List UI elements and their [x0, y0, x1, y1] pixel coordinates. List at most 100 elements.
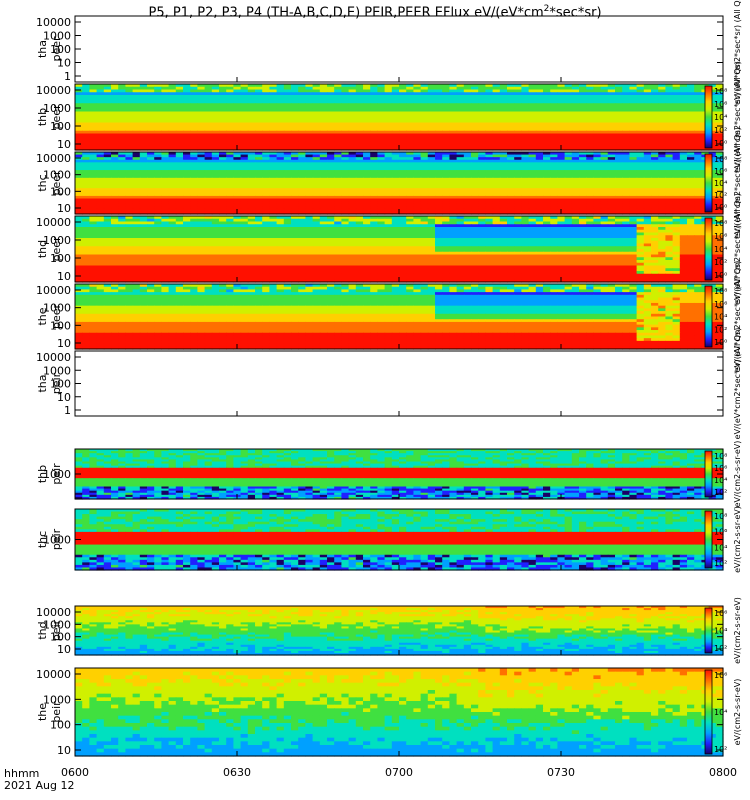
colorbar-tick-label: 10⁰ [714, 203, 727, 212]
colorbar-tick-label: 10⁸ [714, 287, 727, 296]
panel-label-quantity: peer [50, 36, 63, 62]
chart-title: P5, P1, P2, P3, P4 (TH-A,B,C,D,E) PEIR,P… [0, 0, 750, 22]
panel-label-probe: thd [36, 621, 49, 639]
y-tick-label: 1000 [43, 364, 71, 377]
colorbar-tick-label: 10⁶ [714, 671, 727, 680]
y-tick-label: 10 [57, 57, 71, 70]
panel-label-quantity: peer [50, 236, 63, 262]
panel-label-quantity: peir [50, 701, 63, 723]
colorbar [704, 153, 713, 213]
panel-label-quantity: peir [50, 372, 63, 394]
colorbar-tick-label: 10² [714, 325, 727, 334]
y-tick-label: 100 [50, 252, 71, 265]
panel-frame [74, 350, 724, 417]
colorbar [704, 669, 713, 755]
colorbar-tick-label: 10⁸ [714, 155, 727, 164]
y-tick-label: 10000 [36, 668, 71, 681]
colorbar-tick-label: 10⁶ [714, 300, 727, 309]
panel-label-quantity: peir [50, 463, 63, 485]
y-tick-label: 10000 [36, 152, 71, 165]
colorbar-label: eV/(eV*cm2*sec*sr) (All Qs) [733, 61, 742, 173]
colorbar-tick-label: 10² [714, 191, 727, 200]
chart-title-main: P5, P1, P2, P3, P4 (TH-A,B,C,D,E) PEIR,P… [148, 5, 544, 21]
y-tick-label: 10 [57, 391, 71, 404]
colorbar-label: eV/(cm2-s-sr-eV) [733, 597, 742, 664]
panel-the-peer: 10000 1000 100 10 the peer 10⁸ 10⁶ 10⁴ 10² 10⁰ eV/(… [36, 261, 742, 373]
colorbar-tick-label: 10⁴ [714, 543, 727, 552]
panel-label-probe: thc [36, 531, 49, 548]
y-tick-label: 1000 [43, 234, 71, 247]
y-tick-label: 100 [50, 319, 71, 332]
panel-label-probe: thb [36, 465, 49, 483]
colorbar-label: eV/(cm2-s-sr-eV) [733, 506, 742, 573]
colorbar [704, 217, 713, 281]
y-tick-label: 100 [50, 719, 71, 732]
y-tick-label: 10 [57, 202, 71, 215]
y-tick-label: 1000 [43, 169, 71, 182]
panel-label-quantity: peer [50, 170, 63, 196]
y-tick-label: 10000 [36, 84, 71, 97]
colorbar-tick-label: 10⁸ [714, 87, 727, 96]
colorbar-tick-label: 10⁶ [714, 609, 727, 618]
chart-title-superscript: 2 [543, 4, 550, 14]
panel-label-probe: the [36, 703, 49, 721]
colorbar-tick-label: 10² [714, 258, 727, 267]
panel-label-quantity: peir [50, 528, 63, 550]
y-tick-label: 1000 [43, 102, 71, 115]
panel-label-probe: thd [36, 240, 49, 258]
colorbar-tick-label: 10² [714, 745, 727, 754]
y-tick-label: 100 [50, 43, 71, 56]
colorbar-label: eV/(eV*cm2*sec*sr) (All Qs) [733, 193, 742, 305]
panel-label-probe: tha [36, 40, 49, 58]
colorbar-tick-label: 10⁴ [714, 113, 727, 122]
y-tick-label: 10000 [36, 16, 71, 29]
chart-title-tail: *sec*sr) [549, 5, 602, 21]
panel-frame [74, 15, 724, 83]
colorbar-tick-label: 10⁸ [714, 452, 727, 461]
y-tick-label: 1000 [43, 30, 71, 43]
y-tick-label: 1000 [43, 618, 71, 631]
y-tick-label: 10 [57, 270, 71, 283]
y-tick-label: 10000 [36, 284, 71, 297]
panel-label-quantity: peir [50, 619, 63, 641]
colorbar-tick-label: 10² [714, 644, 727, 653]
colorbar-tick-label: 10⁶ [714, 464, 727, 473]
colorbar-tick-label: 10⁶ [714, 528, 727, 537]
colorbar-tick-label: 10⁴ [714, 313, 727, 322]
panel-label-probe: thb [36, 108, 49, 126]
y-tick-label: 1 [64, 70, 71, 83]
y-tick-label: 10 [57, 643, 71, 656]
y-tick-label: 100 [50, 185, 71, 198]
panel-thc-peer: 10000 1000 100 10 thc peer 10⁸ 10⁶ 10⁴ 10² 10⁰ eV/(… [36, 127, 742, 239]
panel-label-probe: thc [36, 174, 49, 191]
colorbar-tick-label: 10⁴ [714, 179, 727, 188]
y-tick-label: 10 [57, 138, 71, 151]
colorbar-tick-label: 10² [714, 488, 727, 497]
y-tick-label: 1000 [43, 468, 71, 481]
colorbar [704, 285, 713, 348]
colorbar-tick-label: 10⁸ [714, 219, 727, 228]
y-tick-label: 10000 [36, 351, 71, 364]
panel-label-quantity: peer [50, 304, 63, 330]
colorbar-label: eV/(eV*cm2*sec*sr) (All Qs) [733, 261, 742, 373]
colorbar-tick-label: 10⁶ [714, 167, 727, 176]
y-tick-label: 1000 [43, 693, 71, 706]
panel-the-peir: 10000 1000 100 10 the peir 10⁶ 10⁴ 10² eV/(cm2-s-… [36, 667, 742, 757]
colorbar [704, 85, 713, 149]
y-tick-label: 10000 [36, 606, 71, 619]
x-axis-label: hhmm [4, 767, 40, 780]
colorbar-tick-label: 10⁰ [714, 139, 727, 148]
x-tick-label: 0700 [385, 766, 413, 779]
colorbar-tick-label: 10² [714, 559, 727, 568]
colorbar-label: eV/(eV*cm2*sec*sr) (All Qs) [733, 328, 742, 440]
panel-label-quantity: peer [50, 104, 63, 130]
colorbar-tick-label: 10⁴ [714, 476, 727, 485]
colorbar-tick-label: 10⁶ [714, 232, 727, 241]
x-tick-label: 0630 [223, 766, 251, 779]
y-tick-label: 100 [50, 378, 71, 391]
colorbar-tick-label: 10⁰ [714, 338, 727, 347]
panel-label-probe: the [36, 307, 49, 325]
